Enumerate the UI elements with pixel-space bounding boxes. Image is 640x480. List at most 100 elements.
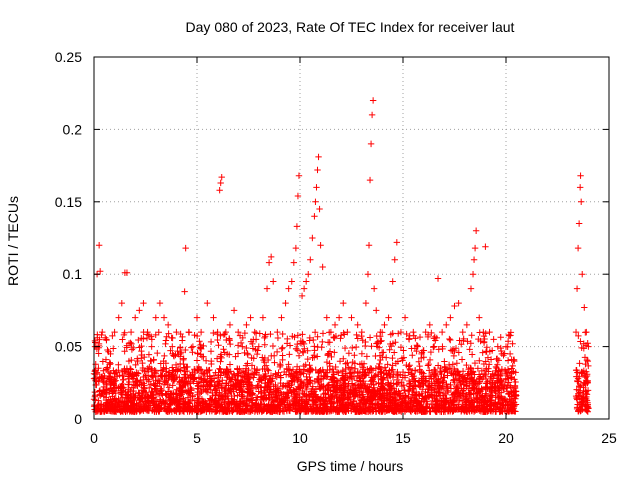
data-point (198, 406, 206, 414)
data-point (147, 365, 155, 372)
data-point (293, 368, 300, 375)
data-point (367, 406, 374, 413)
data-point (459, 328, 466, 336)
y-tick-label: 0.05 (55, 339, 82, 355)
data-point (223, 336, 230, 344)
data-point (319, 406, 326, 414)
data-point (340, 299, 347, 307)
data-point (415, 358, 423, 365)
data-point (470, 256, 478, 263)
data-point (396, 390, 403, 397)
data-point (581, 304, 588, 311)
data-point (307, 367, 314, 374)
data-point (294, 383, 302, 391)
data-point (202, 357, 210, 364)
data-point (289, 404, 297, 411)
data-point (401, 314, 409, 321)
data-point (370, 393, 377, 401)
data-point (283, 365, 290, 372)
data-point (178, 349, 185, 356)
data-point (348, 314, 355, 321)
data-point (232, 353, 239, 360)
data-point (358, 328, 365, 336)
data-point (245, 386, 252, 393)
data-point (140, 299, 147, 307)
data-point (294, 340, 301, 348)
data-point (307, 403, 315, 410)
data-point (579, 390, 587, 398)
data-point (130, 394, 137, 401)
data-point (172, 397, 179, 405)
data-point (583, 372, 591, 380)
data-point (278, 314, 285, 321)
data-point (440, 392, 447, 399)
data-point (341, 344, 349, 352)
data-point (152, 386, 159, 393)
data-point (454, 368, 462, 375)
data-point (330, 384, 337, 391)
data-point (574, 401, 581, 408)
data-point (286, 367, 294, 374)
data-point (573, 366, 580, 374)
data-point (286, 351, 293, 358)
data-point (317, 375, 325, 383)
data-point (336, 405, 343, 412)
data-point (118, 384, 126, 392)
data-point (249, 345, 257, 352)
data-point (149, 398, 156, 406)
data-point (413, 347, 420, 355)
data-point (394, 380, 401, 387)
x-axis-label: GPS time / hours (297, 458, 404, 474)
data-point (220, 345, 227, 353)
data-point (368, 374, 375, 381)
data-point (179, 333, 186, 341)
data-point (327, 404, 334, 412)
data-point (497, 347, 505, 355)
data-point (380, 400, 387, 407)
data-point (381, 321, 388, 329)
data-point (324, 339, 332, 346)
data-point (330, 334, 338, 341)
data-point (406, 387, 413, 395)
data-point (475, 396, 483, 403)
data-point (99, 377, 107, 385)
data-point (453, 405, 460, 413)
data-point (210, 314, 217, 321)
data-point (488, 396, 495, 404)
data-point (195, 395, 202, 402)
data-point (431, 333, 439, 341)
data-point (392, 360, 400, 367)
data-point (439, 343, 446, 350)
data-point (336, 358, 344, 365)
data-point (332, 406, 339, 414)
data-point (96, 268, 104, 275)
data-point (483, 344, 491, 351)
data-point (156, 299, 164, 307)
data-point (323, 314, 330, 321)
data-point (96, 374, 103, 381)
data-point (490, 336, 497, 343)
data-point (471, 244, 479, 252)
data-point (253, 369, 260, 376)
data-point (124, 373, 132, 380)
data-point (338, 384, 345, 391)
data-point (283, 395, 291, 402)
data-point (366, 398, 373, 406)
data-point (506, 332, 513, 339)
data-point (577, 383, 584, 391)
x-tick-label: 0 (90, 430, 98, 446)
data-point (156, 396, 164, 403)
data-point (482, 348, 490, 356)
data-point (331, 321, 339, 329)
data-point (314, 353, 321, 360)
data-point (494, 343, 501, 350)
data-point (317, 385, 324, 392)
data-point (299, 348, 306, 355)
data-point (170, 352, 177, 359)
data-point (360, 401, 367, 408)
data-point (437, 368, 445, 375)
data-point (266, 407, 273, 414)
data-point (253, 404, 260, 412)
data-point (294, 192, 302, 200)
data-point (313, 397, 320, 405)
